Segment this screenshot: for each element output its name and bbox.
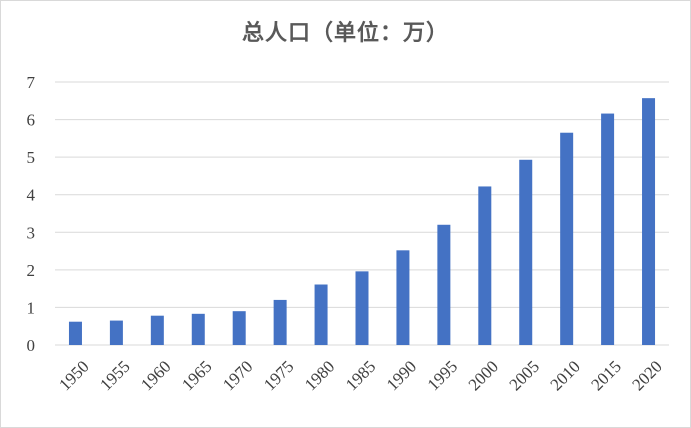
x-tick-label-1980: 1980 [301, 357, 338, 394]
bar-1970 [232, 311, 246, 345]
bar-1980 [314, 284, 328, 345]
bar-1960 [150, 315, 164, 345]
x-tick-label-1970: 1970 [219, 357, 256, 394]
bar-2010 [560, 132, 574, 345]
x-tick-label-1955: 1955 [96, 357, 133, 394]
x-tick-label-2005: 2005 [506, 357, 543, 394]
bar-2015 [601, 113, 615, 345]
y-axis-ticks: 0 1 2 3 4 5 6 7 [27, 73, 36, 355]
bar-1975 [273, 299, 287, 345]
y-tick-label: 1 [27, 298, 36, 317]
bar-1965 [191, 313, 205, 345]
chart-title: 总人口（单位：万） [241, 21, 449, 46]
bar-2005 [519, 159, 533, 345]
x-tick-label-2000: 2000 [465, 357, 502, 394]
bar-1985 [355, 271, 369, 345]
y-tick-label: 7 [27, 73, 36, 92]
x-axis-ticks: 1950 1955 1960 1965 1970 1975 1980 1985 1990 1995… [55, 357, 666, 394]
x-tick-label-1995: 1995 [424, 357, 461, 394]
bar-1995 [437, 224, 451, 345]
bar-1990 [396, 250, 410, 345]
y-tick-label: 2 [27, 261, 36, 280]
x-tick-label-1985: 1985 [342, 357, 379, 394]
bar-2020 [642, 98, 656, 345]
y-tick-label: 3 [27, 223, 36, 242]
x-tick-label-1960: 1960 [137, 357, 174, 394]
x-tick-label-1975: 1975 [260, 357, 297, 394]
x-tick-label-1990: 1990 [383, 357, 420, 394]
y-tick-label: 4 [27, 186, 36, 205]
y-tick-label: 5 [27, 148, 36, 167]
bar-1950 [68, 321, 82, 345]
x-tick-label-1950: 1950 [55, 357, 92, 394]
x-tick-label-2015: 2015 [587, 357, 624, 394]
bar-2000 [478, 186, 492, 345]
y-tick-label: 0 [27, 336, 36, 355]
bars [68, 98, 656, 345]
y-tick-label: 6 [27, 111, 36, 130]
x-tick-label-2010: 2010 [547, 357, 584, 394]
bar-1955 [109, 320, 123, 345]
x-tick-label-2020: 2020 [628, 357, 665, 394]
x-tick-label-1965: 1965 [178, 357, 215, 394]
